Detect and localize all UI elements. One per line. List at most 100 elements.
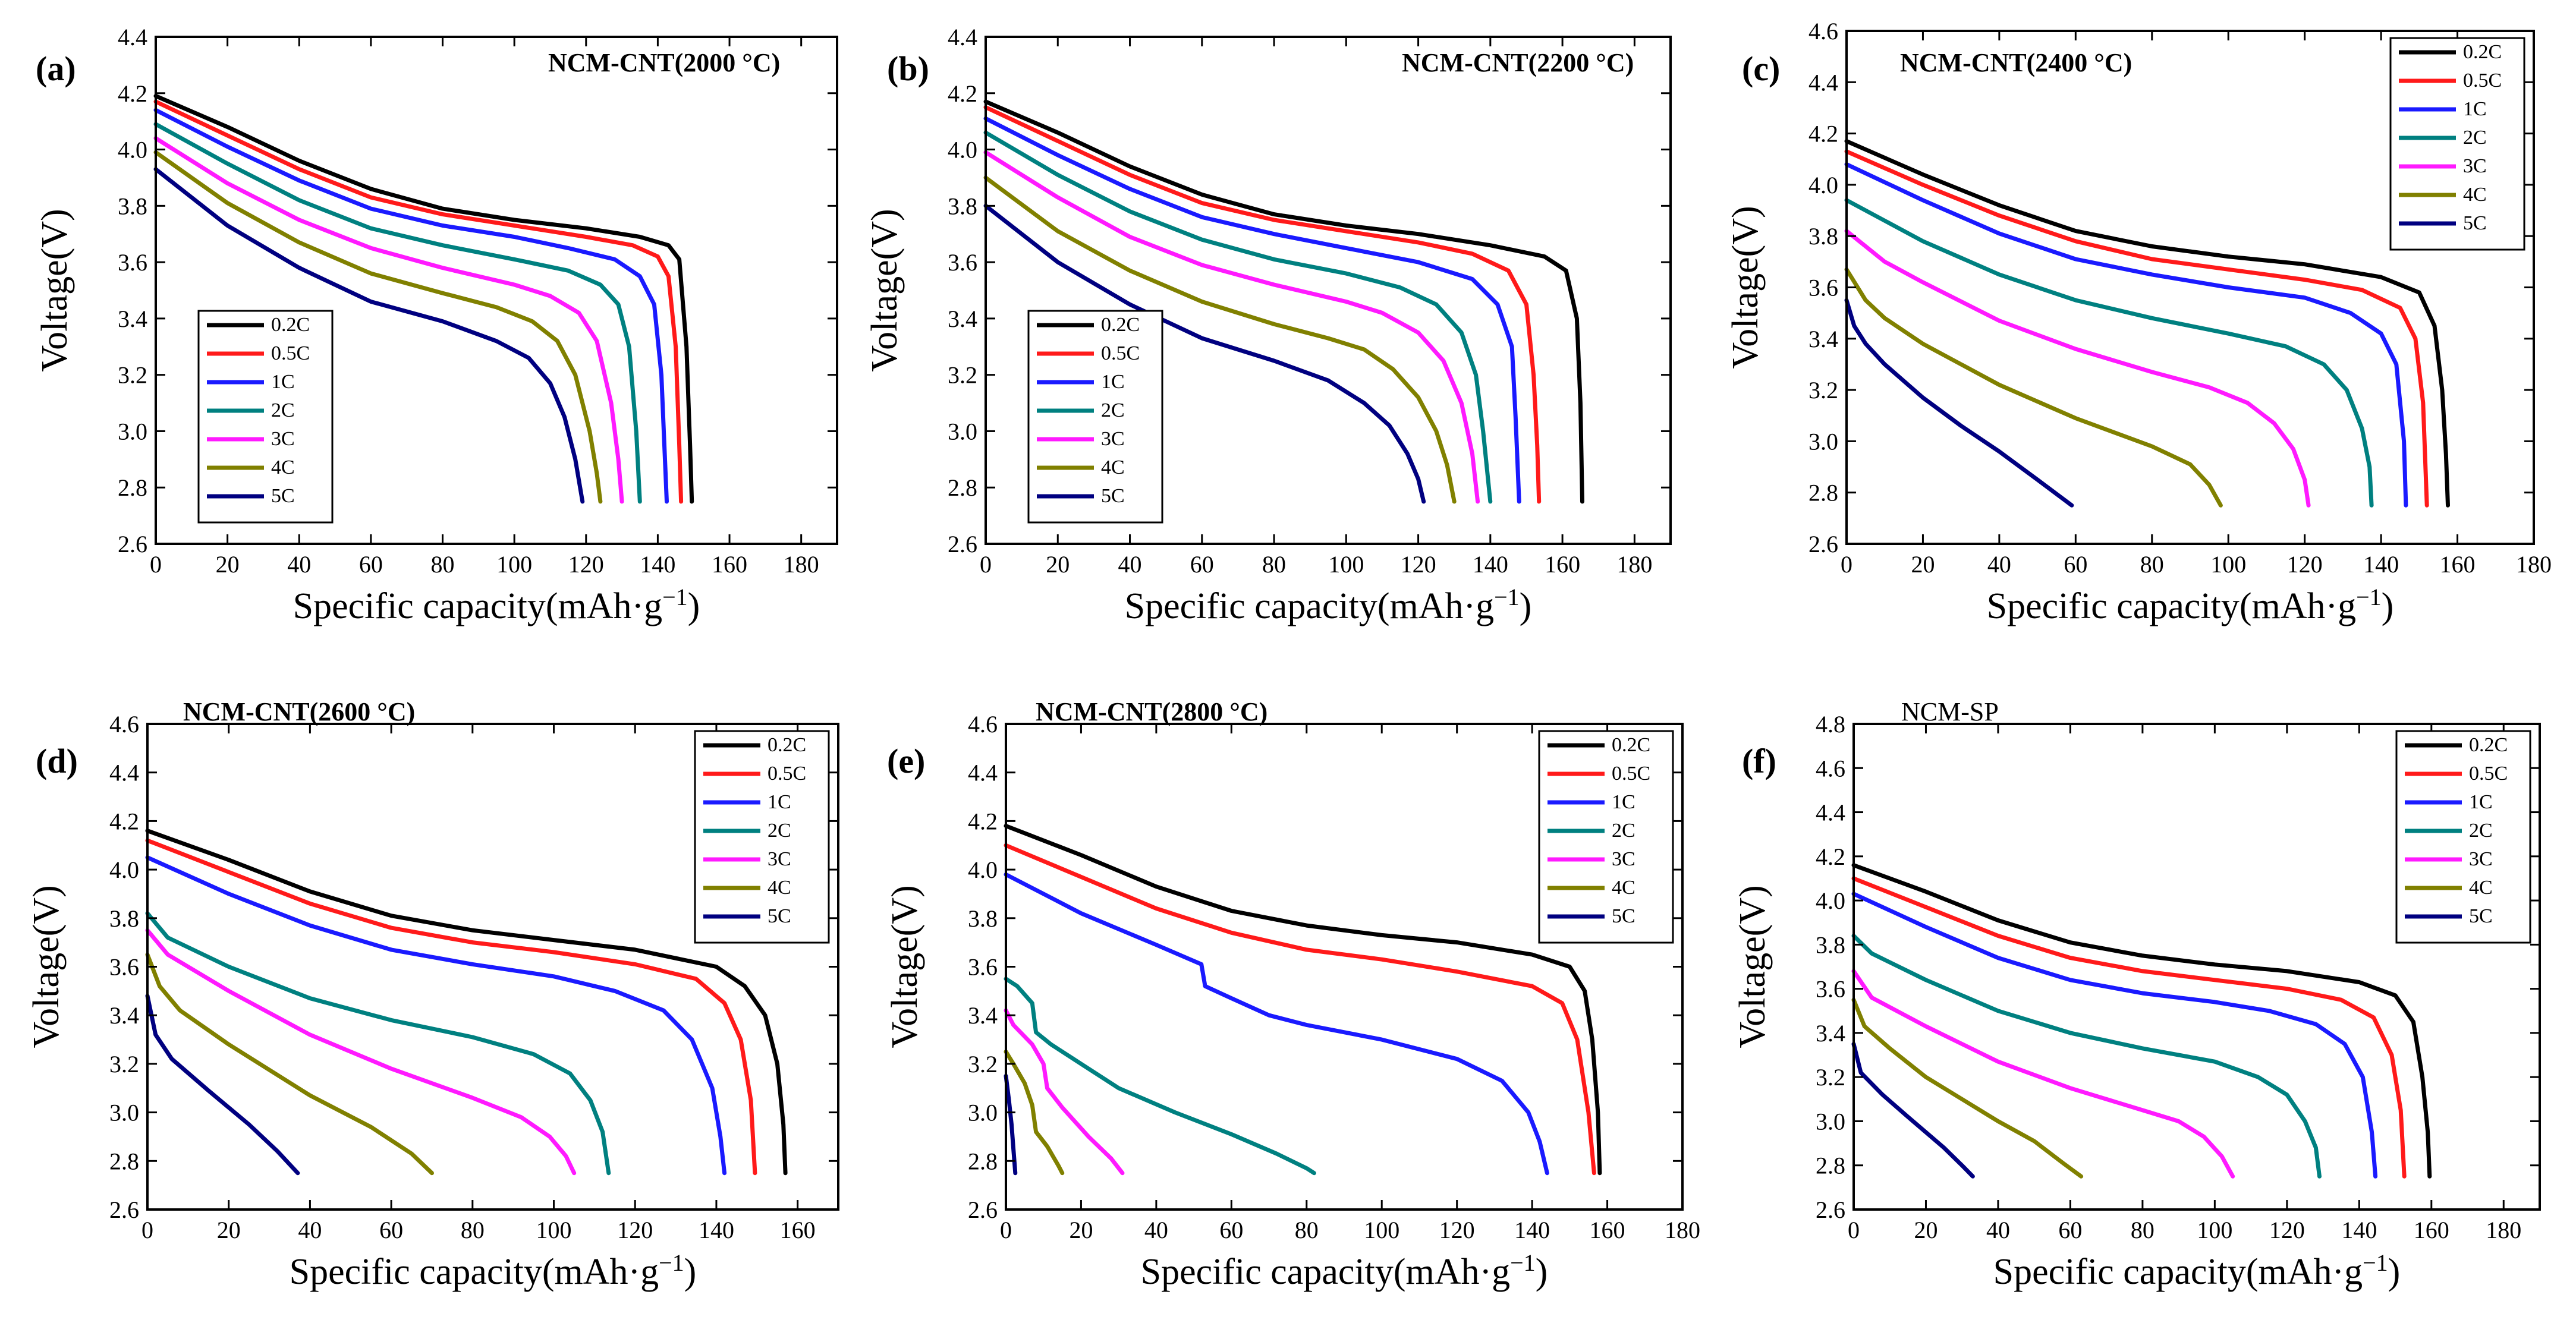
legend-label: 2C bbox=[2469, 820, 2493, 842]
y-tick-label: 3.2 bbox=[118, 362, 147, 389]
legend: 0.2C 0.5C 1C 2C 3C 4C 5C bbox=[2395, 730, 2531, 944]
x-tick-label: 100 bbox=[2197, 1217, 2232, 1243]
y-tick-label: 3.8 bbox=[109, 905, 139, 932]
series-line-1C bbox=[983, 116, 1521, 504]
x-tick-label: 120 bbox=[1401, 551, 1436, 578]
y-tick-label: 4.4 bbox=[968, 760, 998, 786]
panel-title: NCM-CNT(2800 °C) bbox=[1036, 697, 1267, 726]
y-tick-label: 2.8 bbox=[1816, 1152, 1845, 1179]
y-tick-label: 2.8 bbox=[1808, 480, 1838, 506]
legend-label: 1C bbox=[271, 371, 295, 393]
y-tick-label: 3.0 bbox=[109, 1100, 139, 1126]
x-tick-label: 60 bbox=[2058, 1217, 2082, 1243]
x-tick-label: 80 bbox=[431, 551, 455, 578]
series-line-1C bbox=[145, 855, 727, 1176]
series-line-1C bbox=[1851, 892, 2378, 1179]
x-tick-label: 140 bbox=[640, 551, 675, 578]
x-tick-label: 140 bbox=[2363, 551, 2399, 578]
y-tick-label: 4.6 bbox=[968, 711, 998, 738]
y-tick-label: 3.4 bbox=[968, 1002, 998, 1029]
y-tick-label: 3.2 bbox=[1808, 377, 1838, 404]
legend-label: 4C bbox=[2469, 877, 2493, 899]
y-tick-label: 2.8 bbox=[109, 1148, 139, 1174]
series-line-5C bbox=[1844, 298, 2074, 508]
panel-title: NCM-CNT(2200 °C) bbox=[1402, 48, 1634, 77]
y-tick-label: 3.8 bbox=[1808, 223, 1838, 250]
legend: 0.2C 0.5C 1C 2C 3C 4C 5C bbox=[1027, 310, 1163, 524]
x-tick-label: 80 bbox=[2131, 1217, 2154, 1243]
legend: 0.2C 0.5C 1C 2C 3C 4C 5C bbox=[694, 730, 830, 944]
legend-box bbox=[2389, 37, 2525, 251]
y-tick-label: 2.6 bbox=[968, 1196, 998, 1223]
legend-label: 5C bbox=[2469, 905, 2493, 927]
panel-b: 0 20 40 60 80 100 120 140 160 180 2.6 2.8 3.0 3.2 3.4 3… bbox=[864, 24, 1672, 626]
x-tick-label: 40 bbox=[1118, 551, 1142, 578]
x-tick-label: 80 bbox=[1262, 551, 1286, 578]
y-tick-label: 2.6 bbox=[118, 531, 147, 558]
x-tick-label: 40 bbox=[1986, 1217, 2010, 1243]
x-tick-label: 120 bbox=[617, 1217, 653, 1243]
panel-letter: (f) bbox=[1742, 742, 1776, 780]
x-tick-label: 120 bbox=[2287, 551, 2323, 578]
legend: 0.2C 0.5C 1C 2C 3C 4C 5C bbox=[2389, 37, 2525, 251]
y-tick-label: 3.6 bbox=[118, 249, 147, 276]
y-tick-label: 4.2 bbox=[968, 808, 998, 834]
series-line-4C bbox=[145, 952, 434, 1176]
series-line-0_2C bbox=[145, 829, 788, 1176]
y-tick-label: 3.0 bbox=[1816, 1108, 1845, 1135]
panel-e: 0 20 40 60 80 100 120 140 160 180 2.6 2.8 3.0 3.2 3.4 3… bbox=[885, 697, 1700, 1292]
x-tick-label: 60 bbox=[379, 1217, 403, 1243]
x-axis-title: Specific capacity(mAh·g−1) bbox=[293, 584, 700, 626]
x-tick-label: 140 bbox=[2341, 1217, 2377, 1243]
legend-label: 0.5C bbox=[1101, 342, 1140, 364]
y-tick-label: 2.8 bbox=[118, 474, 147, 501]
y-tick-label: 2.6 bbox=[1816, 1196, 1845, 1223]
y-tick-label: 4.0 bbox=[118, 137, 147, 163]
x-tick-label: 0 bbox=[1000, 1217, 1012, 1243]
x-tick-label: 140 bbox=[699, 1217, 734, 1243]
panel-title: NCM-CNT(2400 °C) bbox=[1900, 48, 2132, 77]
y-tick-label: 3.2 bbox=[109, 1051, 139, 1078]
legend-label: 0.5C bbox=[1612, 763, 1650, 785]
plot-frame bbox=[985, 36, 1672, 545]
legend-label: 5C bbox=[1101, 485, 1125, 507]
series-line-2C bbox=[153, 122, 642, 504]
y-tick-label: 3.0 bbox=[968, 1100, 998, 1126]
series-line-4C bbox=[1004, 1050, 1065, 1176]
series-line-5C bbox=[1004, 1073, 1018, 1176]
x-tick-label: 180 bbox=[2516, 551, 2552, 578]
legend-label: 0.2C bbox=[2469, 734, 2508, 756]
x-tick-label: 140 bbox=[1473, 551, 1508, 578]
series-line-2C bbox=[1004, 977, 1316, 1176]
legend-label: 4C bbox=[271, 456, 295, 478]
x-tick-label: 160 bbox=[780, 1217, 816, 1243]
y-tick-label: 3.6 bbox=[1808, 275, 1838, 301]
y-tick-label: 4.6 bbox=[109, 711, 139, 738]
panel-f: 0 20 40 60 80 100 120 140 160 180 2.6 2.8 3.0 3.2 3.4 3… bbox=[1732, 697, 2541, 1292]
y-axis-title: Voltage(V) bbox=[1725, 206, 1766, 368]
legend-label: 5C bbox=[271, 485, 295, 507]
series-line-0_2C bbox=[1851, 863, 2432, 1179]
legend-label: 0.2C bbox=[1101, 314, 1140, 336]
x-tick-label: 0 bbox=[1848, 1217, 1860, 1243]
x-tick-label: 0 bbox=[980, 551, 992, 578]
x-tick-label: 160 bbox=[2440, 551, 2476, 578]
x-tick-label: 160 bbox=[712, 551, 747, 578]
y-tick-label: 2.6 bbox=[1808, 531, 1838, 558]
x-tick-label: 80 bbox=[1295, 1217, 1319, 1243]
x-tick-label: 100 bbox=[2210, 551, 2246, 578]
y-tick-label: 2.6 bbox=[948, 531, 977, 558]
legend-label: 2C bbox=[2463, 127, 2487, 149]
legend-label: 0.5C bbox=[2463, 70, 2502, 92]
legend-label: 5C bbox=[1612, 905, 1635, 927]
x-tick-label: 100 bbox=[496, 551, 532, 578]
x-tick-label: 0 bbox=[141, 1217, 153, 1243]
series-line-4C bbox=[153, 150, 603, 504]
series-line-1C bbox=[153, 108, 669, 504]
legend-label: 5C bbox=[2463, 212, 2487, 234]
x-tick-label: 120 bbox=[1439, 1217, 1475, 1243]
x-tick-label: 20 bbox=[216, 551, 240, 578]
y-tick-label: 4.6 bbox=[1816, 755, 1845, 782]
panel-letter: (c) bbox=[1742, 49, 1780, 88]
